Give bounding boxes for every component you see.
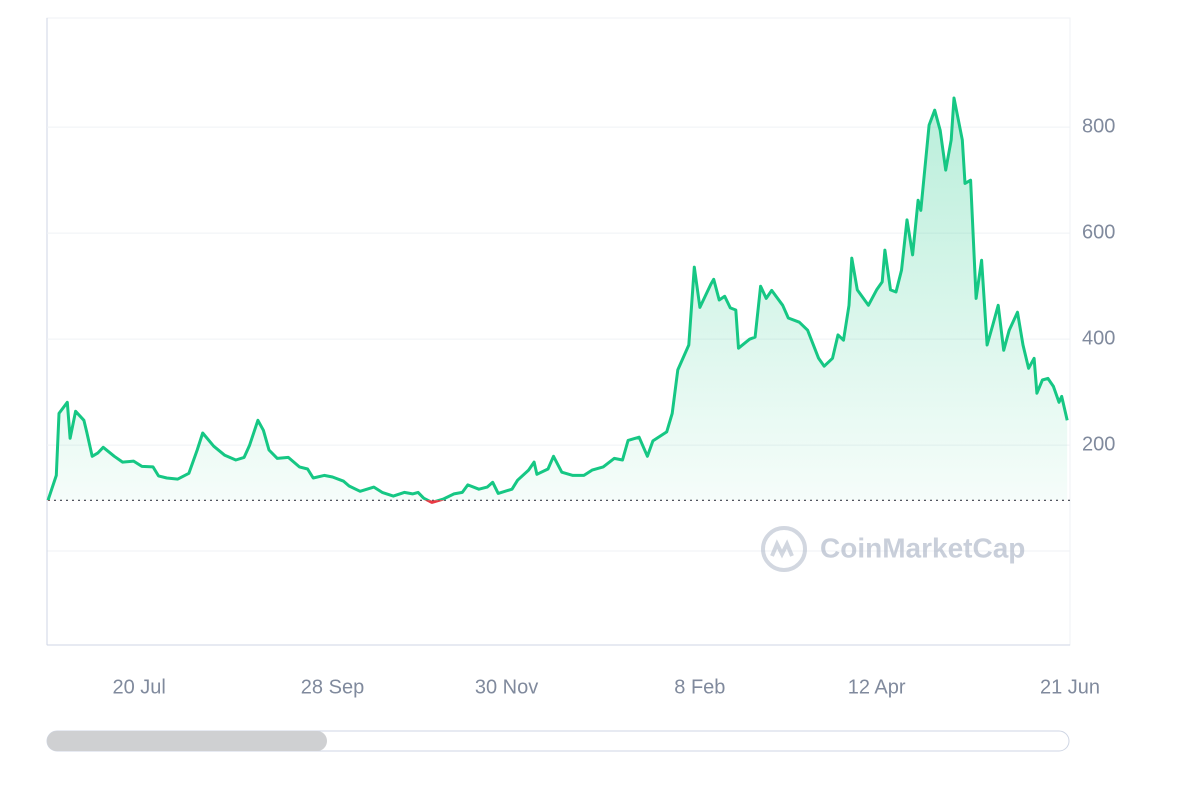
y-tick-label: 800	[1082, 115, 1115, 137]
x-tick-label: 20 Jul	[112, 676, 165, 698]
x-tick-label: 8 Feb	[674, 676, 725, 698]
y-tick-label: 600	[1082, 221, 1115, 243]
x-tick-label: 28 Sep	[301, 676, 364, 698]
price-line	[46, 96, 1069, 501]
y-tick-label: 400	[1082, 327, 1115, 349]
y-tick-label: 200	[1082, 433, 1115, 455]
watermark: CoinMarketCap	[820, 532, 1025, 563]
watermark-logo	[761, 526, 807, 572]
scrollbar-thumb[interactable]	[47, 731, 327, 751]
x-tick-label: 21 Jun	[1040, 676, 1100, 698]
price-area	[48, 98, 1068, 501]
x-tick-label: 30 Nov	[475, 676, 538, 698]
x-tick-label: 12 Apr	[848, 676, 906, 698]
